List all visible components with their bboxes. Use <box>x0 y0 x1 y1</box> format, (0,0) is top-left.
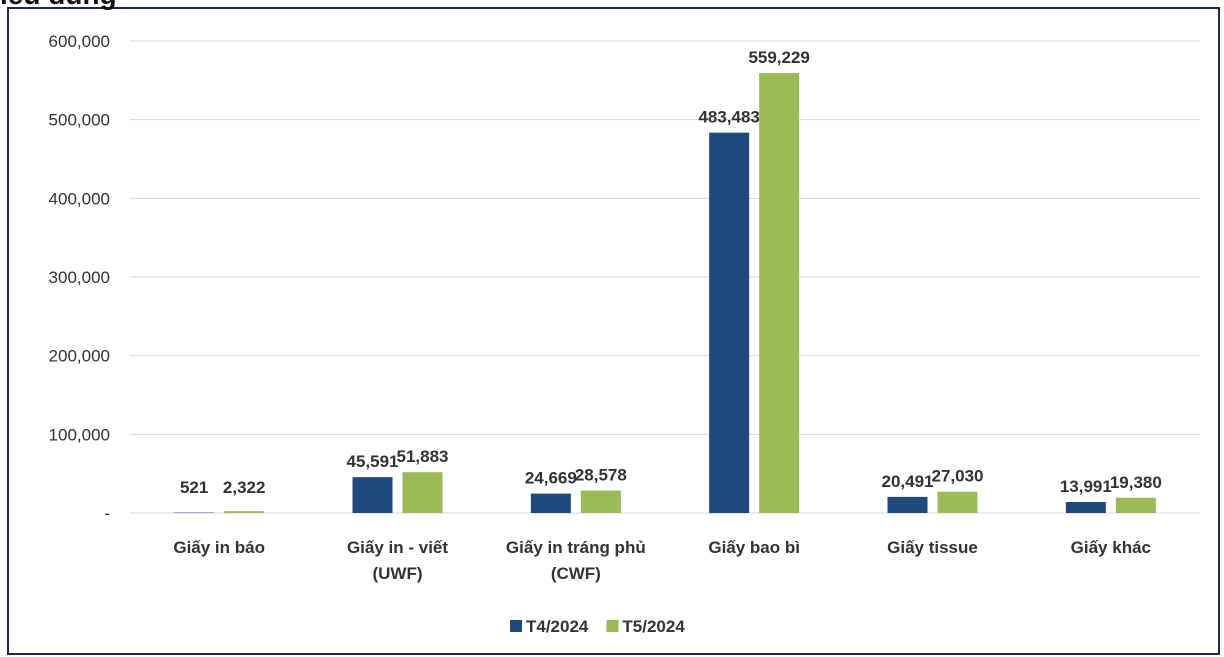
x-tick-label: Giấy in - viết (UWF) <box>347 538 448 583</box>
value-label: 483,483 <box>698 108 759 127</box>
y-tick-label: - <box>104 504 110 523</box>
x-tick-label: Giấy in tráng phủ (CWF) <box>506 538 646 583</box>
y-tick-label: 400,000 <box>49 189 110 208</box>
chart-frame <box>7 7 1220 655</box>
bar <box>530 493 571 513</box>
legend-swatch <box>606 620 619 632</box>
x-tick-label: Giấy bao bì <box>708 538 800 557</box>
bar <box>1065 501 1106 513</box>
chart-title: iêu dùng <box>0 0 117 10</box>
bar <box>759 73 800 514</box>
bar <box>887 496 928 513</box>
value-label: 45,591 <box>347 452 399 471</box>
x-tick-label: Giấy in báo <box>173 538 265 557</box>
bar <box>937 491 978 513</box>
legend-swatch <box>510 620 522 632</box>
bar <box>402 472 443 513</box>
bar <box>709 132 750 513</box>
bar <box>352 477 393 513</box>
value-label: 559,229 <box>748 48 809 67</box>
value-label: 28,578 <box>575 466 627 485</box>
x-tick-label: Giấy khác <box>1071 538 1151 557</box>
bar <box>580 490 621 513</box>
value-label: 20,491 <box>882 472 934 491</box>
value-label: 521 <box>180 478 208 497</box>
bar <box>1115 497 1156 513</box>
value-label: 51,883 <box>397 447 449 466</box>
x-tick-label: Giấy tissue <box>887 538 978 557</box>
value-label: 24,669 <box>525 469 577 488</box>
legend-label: T4/2024 <box>526 617 589 636</box>
value-label: 27,030 <box>932 467 984 486</box>
y-tick-label: 300,000 <box>49 268 110 287</box>
value-label: 13,991 <box>1060 477 1112 496</box>
y-tick-label: 200,000 <box>49 347 110 366</box>
value-label: 19,380 <box>1110 473 1162 492</box>
y-tick-label: 500,000 <box>49 111 110 130</box>
y-tick-label: 100,000 <box>49 425 110 444</box>
bar <box>224 511 265 513</box>
y-tick-label: 600,000 <box>49 32 110 51</box>
value-label: 2,322 <box>223 478 266 497</box>
legend-label: T5/2024 <box>622 617 685 636</box>
